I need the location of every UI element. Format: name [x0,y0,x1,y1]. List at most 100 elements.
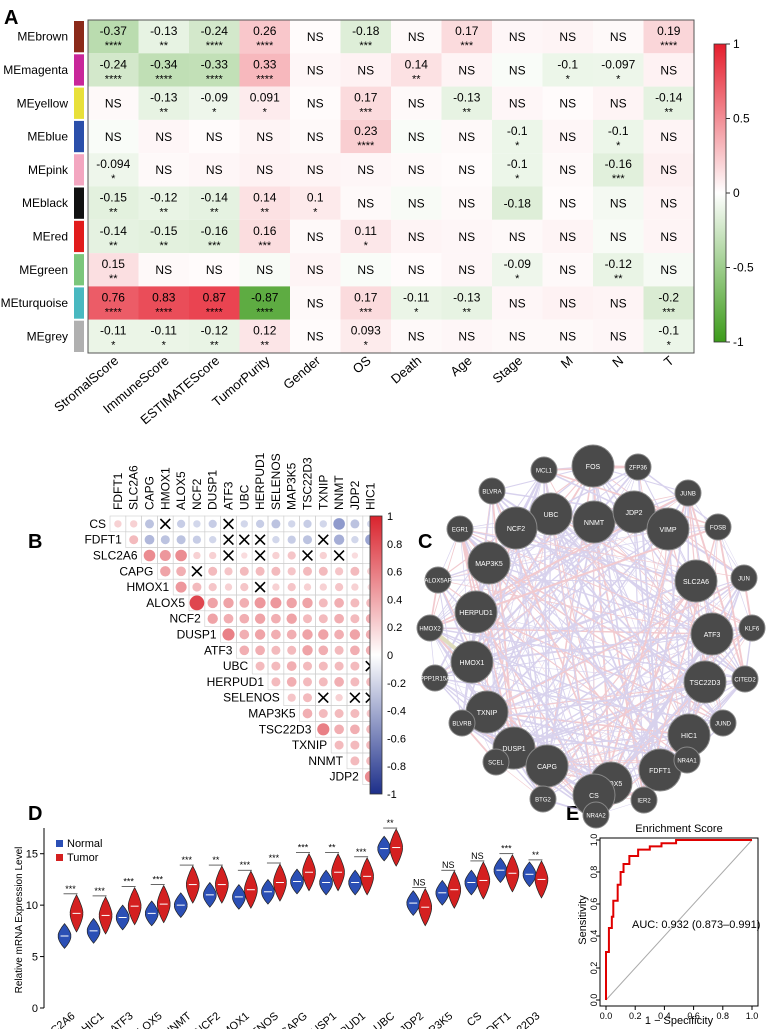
network-node [704,513,732,541]
corr-row-label: NNMT [308,754,343,768]
network-node-label: IER2 [637,799,651,805]
cell-value: NS [155,163,172,177]
corr-row-label: UBC [223,659,249,673]
correlation-dot [319,583,327,591]
corr-column-label: ALOX5 [174,471,188,510]
correlation-dot [303,583,312,591]
correlation-dot [302,614,313,624]
heatmap-cell [189,253,240,287]
correlation-dot [240,520,248,528]
cell-value: -0.2 [658,290,679,304]
cell-value: NS [610,296,627,310]
correlation-dot [254,597,266,609]
heatmap-cell [492,253,543,287]
network-node-label: CITED2 [734,678,756,684]
nonsignificant-cross [317,692,329,704]
network-edge [475,611,497,763]
heatmap-cell [239,253,290,287]
network-node-label: VIMP [659,527,676,534]
correlation-dot [334,724,344,735]
corr-row-label: MAP3K5 [248,707,296,721]
cell-significance: *** [208,240,222,252]
heatmap-cell [138,20,189,54]
heatmap-cell [441,153,492,187]
correlation-dot [333,518,345,530]
cell-value: NS [458,130,475,144]
x-tick-label: 0.6 [687,1011,700,1021]
cell-value: NS [559,263,576,277]
colorbar-tick-label: -0.5 [733,261,754,275]
cell-value: -0.1 [507,124,528,138]
correlation-dot [350,756,360,766]
network-node [448,709,476,737]
correlation-dot [303,519,312,529]
network-node-label: BTG2 [535,798,551,804]
corr-column-label: SLC2A6 [127,465,141,510]
cell-value: -0.094 [96,157,130,171]
cell-value: -0.16 [201,224,229,238]
heatmap-cell [340,319,391,353]
network-node [467,541,511,585]
cell-value: -0.16 [605,157,633,171]
correlation-dot [207,613,218,624]
cell-value: NS [509,330,526,344]
heatmap-cell [340,86,391,120]
network-node-label: PPP1R15A [420,677,450,683]
cell-significance: ** [614,273,623,285]
correlation-dot [255,661,265,671]
cell-value: 0.19 [657,24,681,38]
heatmap-cell [593,186,644,220]
correlation-dot [239,645,250,656]
cell-value: -0.33 [201,57,229,71]
panel-e-roc-curve: Enrichment Score AUC: 0.932 (0.873–0.991)… [577,823,760,1027]
cell-value: NS [660,263,677,277]
heatmap-cell [643,119,694,154]
y-tick-label: 1.0 [589,834,599,847]
colorbar-tick-label: 1 [733,37,740,51]
network-node-label: FOSB [710,526,726,532]
correlation-dot [192,535,202,544]
cell-value: NS [256,163,273,177]
correlation-dot [239,598,250,608]
cell-value: -0.13 [150,91,178,105]
heatmap-cell [239,219,290,254]
module-row-label: MEblack [22,196,69,210]
colorbar-tick-label: 0 [733,186,740,200]
significance-label: NS [471,851,484,861]
heatmap-cell [593,253,644,287]
plot-frame [599,837,759,1007]
cell-value: NS [206,263,223,277]
x-tick-label: 0.0 [600,1011,613,1021]
module-color-swatch [74,54,84,86]
heatmap-cell [391,20,442,54]
correlation-dot [272,551,280,560]
network-node [482,748,510,776]
cell-value: -0.097 [601,57,635,71]
cell-value: -0.14 [655,91,683,105]
cell-significance: ** [210,207,219,219]
module-color-swatch [74,21,84,53]
cell-value: NS [256,130,273,144]
correlation-dot [272,583,280,591]
corr-column-label: HMOX1 [158,467,172,510]
nonsignificant-cross [333,550,345,561]
heatmap-cell [189,186,240,220]
network-edge [488,562,706,683]
network-node-label: HMOX1 [460,660,485,667]
cell-value: -0.37 [100,24,128,38]
heatmap-cell [88,20,139,54]
heatmap-cell [290,286,341,320]
cell-value: NS [105,130,122,144]
heatmap-cell [391,119,442,154]
correlation-dot [351,552,359,559]
network-node-label: TSC22D3 [690,680,721,687]
x-tick-label: HIC1 [80,1010,107,1029]
correlation-dot [287,582,296,592]
heatmap-cell [391,153,442,187]
heatmap-cell [88,153,139,187]
correlation-dot [349,629,361,640]
cell-value: NS [307,330,324,344]
cell-significance: *** [359,107,373,119]
module-color-swatch [74,287,84,319]
correlation-dot [222,628,235,641]
